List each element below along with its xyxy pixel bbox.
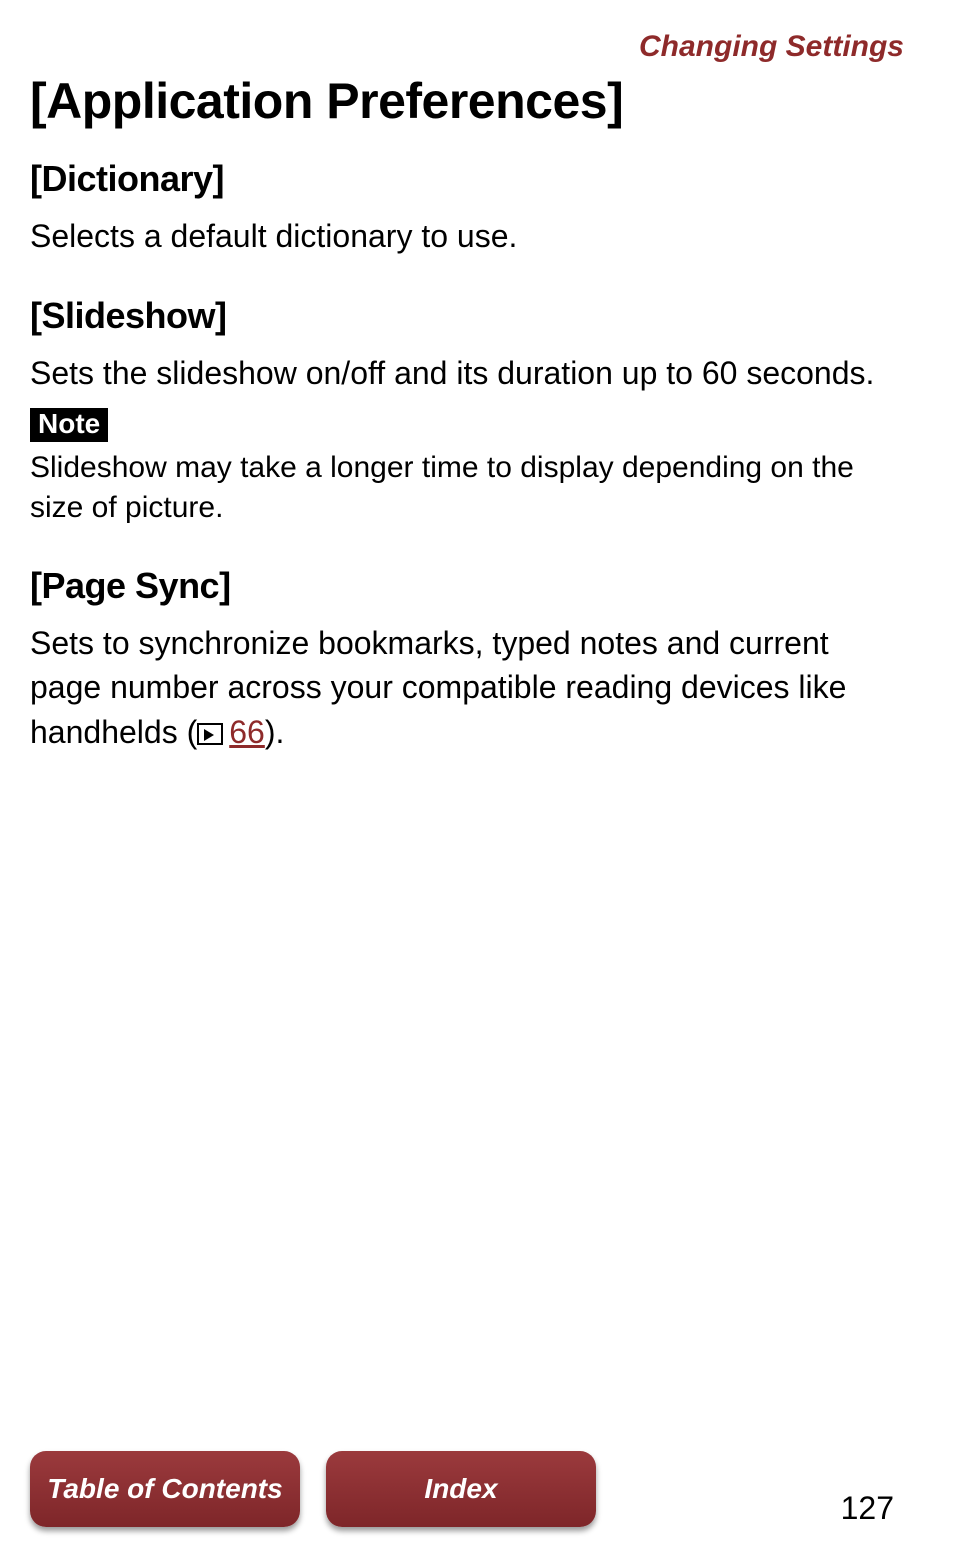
section-body-page-sync: Sets to synchronize bookmarks, typed not… <box>30 621 894 755</box>
section-heading-page-sync: [Page Sync] <box>30 565 894 607</box>
page-ref-link[interactable]: 66 <box>229 714 265 750</box>
running-header: Changing Settings <box>30 30 904 64</box>
index-button[interactable]: Index <box>326 1451 596 1527</box>
document-page: Changing Settings [Application Preferenc… <box>0 0 954 1557</box>
page-number: 127 <box>841 1490 894 1527</box>
footer-buttons: Table of Contents Index <box>30 1451 596 1527</box>
section-heading-dictionary: [Dictionary] <box>30 158 894 200</box>
note-badge: Note <box>30 408 108 442</box>
note-body-slideshow: Slideshow may take a longer time to disp… <box>30 448 894 529</box>
section-heading-slideshow: [Slideshow] <box>30 295 894 337</box>
section-body-dictionary: Selects a default dictionary to use. <box>30 214 894 259</box>
page-sync-text-prefix: Sets to synchronize bookmarks, typed not… <box>30 625 846 751</box>
page-ref-icon <box>197 723 223 745</box>
page-footer: Table of Contents Index 127 <box>30 1451 894 1527</box>
page-title: [Application Preferences] <box>30 72 894 130</box>
section-body-slideshow: Sets the slideshow on/off and its durati… <box>30 351 894 396</box>
table-of-contents-button[interactable]: Table of Contents <box>30 1451 300 1527</box>
page-sync-text-suffix: ). <box>265 714 285 750</box>
